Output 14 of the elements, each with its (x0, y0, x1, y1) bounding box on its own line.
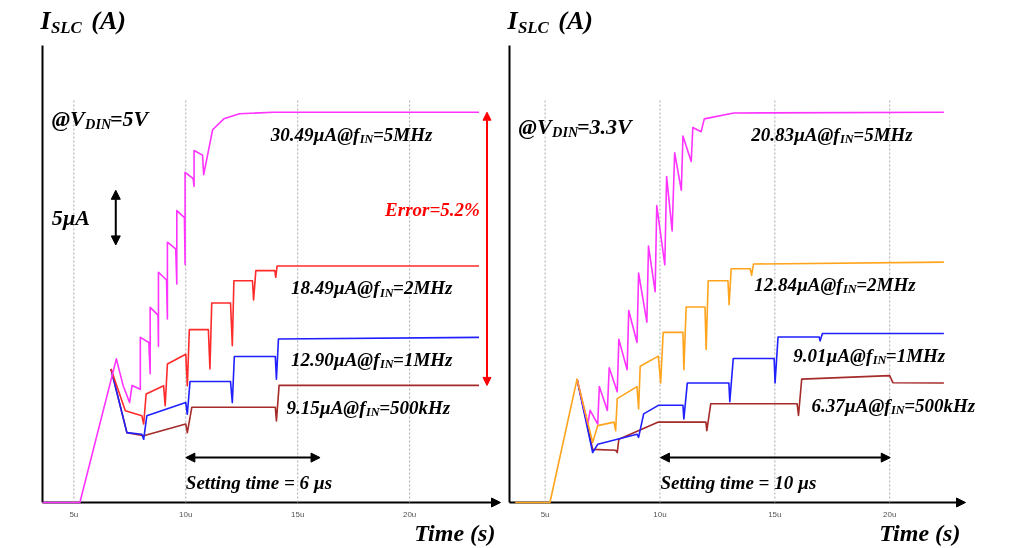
x-tick-label: 15u (291, 510, 305, 519)
x-axis-title: Time (s) (414, 519, 496, 546)
annotation: Error=5.2% (384, 199, 480, 221)
x-tick-label: 15u (768, 510, 782, 519)
annotation: Setting time = 10 µs (660, 472, 817, 494)
x-tick-label: 5u (540, 510, 550, 519)
annotation: 5µA (51, 205, 91, 231)
x-tick-label: 10u (653, 510, 667, 519)
x-tick-label: 10u (179, 510, 193, 519)
x-tick-label: 20u (402, 510, 417, 519)
annotation: Setting time = 6 µs (185, 472, 333, 494)
x-tick-label: 20u (883, 510, 897, 519)
x-axis-title: Time (s) (879, 519, 961, 546)
x-tick-label: 5u (69, 510, 79, 519)
